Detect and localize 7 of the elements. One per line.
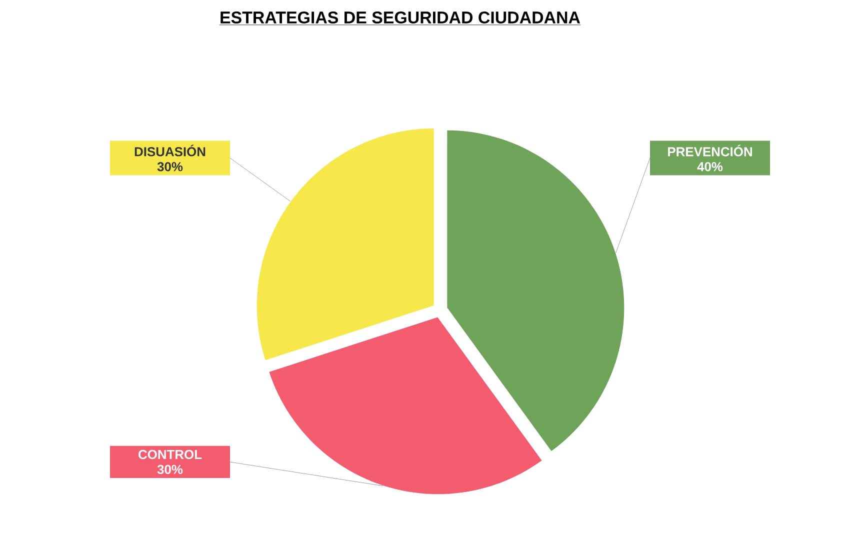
slice-label: DISUASIÓN — [134, 144, 206, 156]
data-label: 30% — [157, 162, 183, 172]
data-label: 40% — [697, 162, 723, 172]
slice-label: PREVENCIÓN — [668, 144, 752, 156]
slice-label: CONTROL — [138, 450, 202, 460]
data-label: 30% — [157, 464, 183, 474]
chart-title: ESTRATEGIAS DE SEGURIDAD CIUDADANA — [220, 12, 580, 24]
